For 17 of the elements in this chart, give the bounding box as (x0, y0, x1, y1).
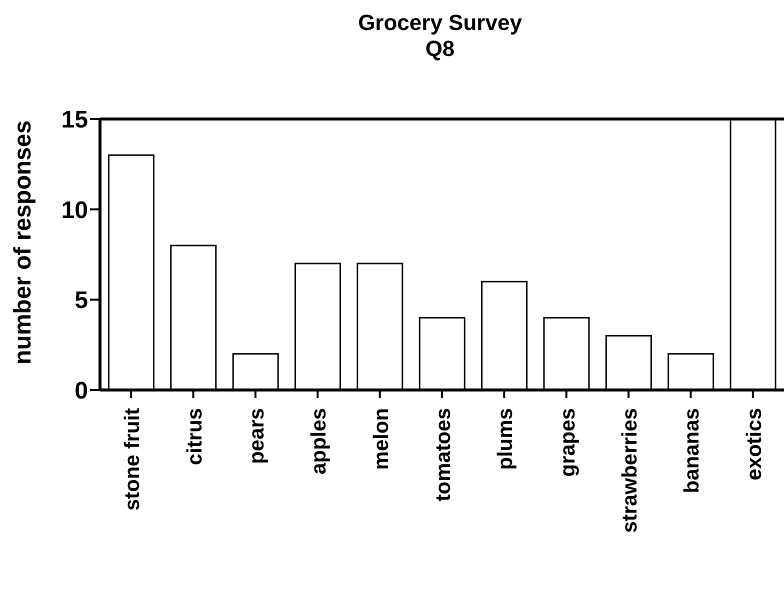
x-tick-label: stone fruit (121, 408, 144, 511)
x-tick-label: bananas (680, 408, 704, 494)
x-tick-label: apples (308, 408, 331, 475)
y-tick-label: 0 (74, 378, 88, 405)
x-tick-label: exotics (742, 408, 766, 480)
y-tick-label: 5 (74, 287, 88, 314)
y-axis-title: number of responses (10, 120, 37, 364)
x-tick-label: citrus (183, 408, 206, 466)
y-tick-label: 15 (61, 106, 88, 134)
chart-title: Grocery Survey Q8 (357, 10, 523, 62)
y-tick-label: 10 (61, 196, 88, 224)
x-tick-label: melon (370, 408, 393, 470)
x-tick-label: pears (245, 408, 268, 464)
x-tick-label: grapes (556, 408, 580, 477)
x-tick-label: plums (494, 408, 518, 470)
x-tick-label: tomatoes (432, 408, 455, 502)
x-tick-label: strawberries (618, 408, 642, 533)
